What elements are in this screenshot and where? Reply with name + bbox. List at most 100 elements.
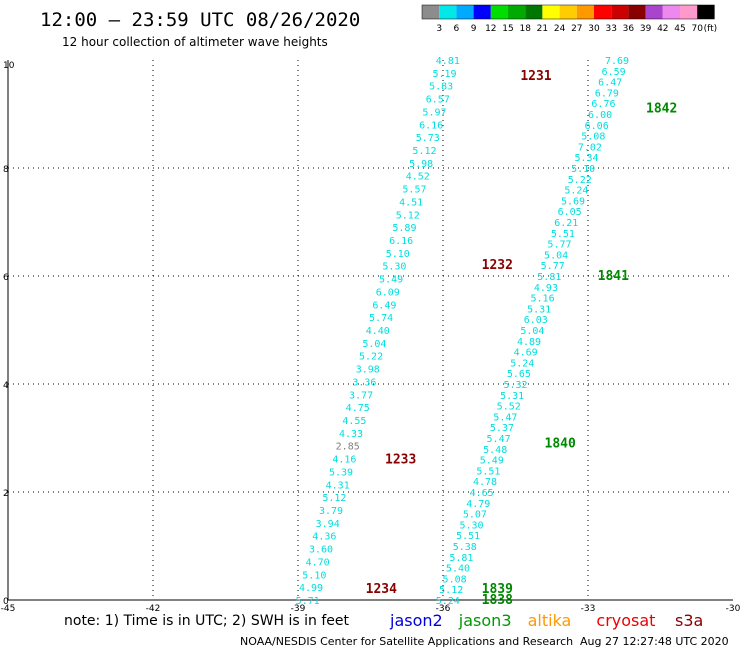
swh-value: 4.31 [326,480,350,491]
swh-value: 4.78 [473,477,497,488]
legend-jason2: jason2 [389,611,443,630]
swh-value: 3.60 [309,545,333,556]
swh-value: 6.09 [376,287,400,298]
scale-label: 70 [691,24,703,34]
swh-value: 4.33 [339,429,363,440]
swh-value: 5.52 [497,402,521,413]
swh-value: 5.24 [510,358,534,369]
swh-value: 4.40 [366,326,390,337]
swh-value: 5.98 [409,159,433,170]
swh-value: 4.75 [346,403,370,414]
scale-swatch [662,5,680,19]
swh-value: 4.55 [342,416,366,427]
scale-swatch [645,5,663,19]
x-tick-label: -30 [726,604,740,614]
swh-value: 6.05 [558,207,582,218]
swh-value: 5.69 [561,196,585,207]
scale-label: 24 [554,24,566,34]
swh-value: 5.51 [551,229,575,240]
swh-value: 6.03 [524,315,548,326]
swh-value: 6.16 [419,120,443,131]
swh-value: 5.51 [456,531,480,542]
grid-lines [8,60,733,600]
swh-value: 5.07 [463,510,487,521]
x-tick-label: -45 [1,604,16,614]
swh-value: 5.31 [500,391,524,402]
pass-label: 1841 [598,269,629,284]
swh-value: 5.97 [422,107,446,118]
swh-value: 5.08 [581,132,605,143]
pass-label: 1233 [385,453,416,468]
scale-swatch [697,5,715,19]
swh-value: 5.49 [379,275,403,286]
color-scale-legend: 3 6 9 12 15 18 21 24 27 30 33 36 39 42 45 70 (ft) [421,4,718,34]
swh-value: 5.08 [443,574,467,585]
swh-value: 5.30 [382,262,406,273]
swh-value: 5.10 [386,249,410,260]
scale-label: 15 [502,24,513,34]
swh-value: 5.12 [412,146,436,157]
legend-s3a: s3a [675,611,703,630]
pass-label: 1231 [520,69,551,84]
swh-value: 4.70 [306,557,330,568]
swh-value: 5.51 [476,466,500,477]
swh-value: 2.85 [336,442,360,453]
swh-value: 7.02 [578,142,602,153]
swh-value: 3.94 [316,519,340,530]
swh-value: 5.24 [564,186,588,197]
swh-value: 3.36 [352,377,376,388]
footer-note: note: 1) Time is in UTC; 2) SWH is in fe… [64,613,350,629]
satellite-legend: jason2 jason3 altika cryosat s3a [389,611,703,630]
swh-value: 3.77 [349,390,373,401]
scale-swatch [473,5,491,19]
swh-value: 5.71 [296,596,320,607]
x-tick-label: -33 [581,604,596,614]
swh-value: 5.48 [483,445,507,456]
scale-label: 36 [623,24,635,34]
swh-value: 5.12 [322,493,346,504]
pass-label: 1232 [482,258,513,273]
y-tick-label: 0 [3,597,9,607]
scale-swatch [576,5,594,19]
swh-value: 5.74 [369,313,393,324]
scale-label: 27 [571,24,582,34]
legend-cryosat: cryosat [596,611,655,630]
pass-label: 1839 [482,582,513,597]
scale-swatch [594,5,612,19]
scale-swatch [525,5,543,19]
swh-value: 5.39 [329,467,353,478]
credit-text: NOAA/NESDIS Center for Satellite Applica… [240,635,573,648]
scale-label: 12 [485,24,496,34]
swh-value: 5.10 [302,570,326,581]
scale-label: 45 [674,24,685,34]
scale-swatch [611,5,629,19]
swh-value: 5.34 [575,153,599,164]
swh-value: 5.22 [359,352,383,363]
scale-label: 33 [605,24,616,34]
scale-swatch [422,5,440,19]
y-tick-label: 6 [3,273,9,283]
scale-label: 42 [657,24,668,34]
swh-value: 5.65 [507,369,531,380]
x-tick-label: -36 [436,604,451,614]
legend-jason3: jason3 [458,611,512,630]
scale-label: 39 [640,24,652,34]
swh-value: 6.76 [591,99,615,110]
scale-swatch [559,5,577,19]
scale-label: 18 [519,24,531,34]
swh-value: 5.49 [480,456,504,467]
swh-value: 6.47 [598,78,622,89]
scale-label: 3 [436,24,442,34]
y-tick-label: 8 [3,165,9,175]
swh-value: 4.81 [436,56,460,67]
scale-unit: (ft) [704,24,718,34]
pass-label: 1840 [545,436,576,451]
swh-value: 5.57 [402,185,426,196]
swh-value: 5.16 [531,294,555,305]
swh-value: 6.57 [426,95,450,106]
scale-swatch [508,5,526,19]
swh-value: 5.12 [396,210,420,221]
swh-value: 5.19 [432,69,456,80]
swh-value: 6.00 [588,110,612,121]
